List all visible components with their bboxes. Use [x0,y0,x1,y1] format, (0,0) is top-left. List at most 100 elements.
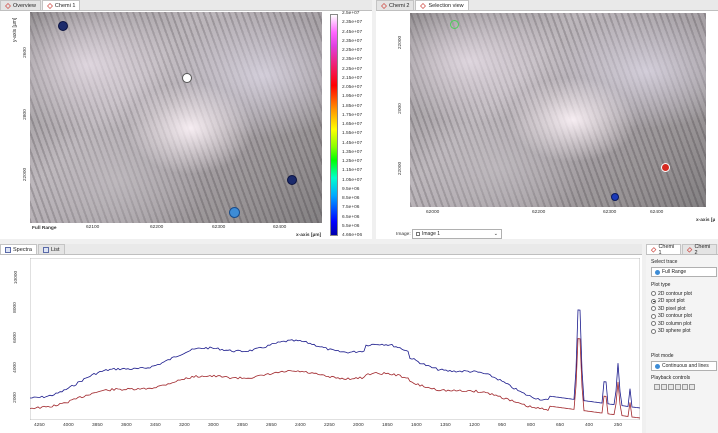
colorbar-tick: 1.15e+07 [342,168,363,174]
x-tick: 62400 [273,225,287,230]
spectra-y-tick: 6000 [12,332,18,343]
spectra-x-tick: 650 [556,423,565,428]
y-tick: 2600 [22,47,28,58]
colorbar [330,14,338,236]
spectra-y-tick: 4000 [12,362,18,373]
tab-list[interactable]: List [37,244,65,254]
first-frame-button[interactable] [654,384,660,390]
diamond-icon [650,246,657,253]
x-tick: 62300 [212,225,226,230]
y-tick: 22000 [23,167,29,182]
colorbar-tick: 9.5e+06 [342,186,360,192]
chevron-down-icon: ⌄ [493,231,498,237]
plot-mode-select[interactable]: Continuous and lines [651,361,717,371]
radio-3d-contour[interactable]: 3D contour plot [651,313,692,321]
colorbar-tick: 2.35e+07 [342,20,363,26]
playback-controls [654,384,696,392]
y-axis-label: y-axis [µm] [12,17,18,42]
radio-3d-sphere[interactable]: 3D sphere plot [651,328,692,336]
tab-overview[interactable]: Overview [0,0,41,10]
colorbar-tick: 1.85e+07 [342,103,363,109]
y-tick: 22000 [398,161,404,176]
trace-icon [655,269,660,275]
spectra-x-tick: 2650 [266,423,277,428]
spectra-x-tick: 2850 [237,423,248,428]
tab-spectra[interactable]: Spectra [0,244,37,254]
spectra-x-tick: 2400 [295,423,306,428]
x-tick: 62300 [603,210,617,215]
spectra-y-tick: 2000 [12,392,18,403]
x-axis-label: x-axis [µm] [296,233,322,238]
spectra-x-tick: 2000 [353,423,364,428]
spectra-plot[interactable] [30,258,640,420]
last-frame-button[interactable] [689,384,695,390]
image-label: Image: [396,232,411,237]
x-axis-label: x-axis [µ [696,218,716,223]
spectra-x-tick: 250 [614,423,623,428]
colorbar-tick: 1.55e+07 [342,131,363,137]
spot-marker[interactable] [58,21,68,31]
spot-marker[interactable] [611,193,619,201]
selection-image[interactable] [410,13,706,207]
spectra-x-tick: 3000 [208,423,219,428]
tab-selection-view[interactable]: Selection view [415,0,469,10]
colorbar-tick: 1.65e+07 [342,122,363,127]
spectra-x-tick: 800 [527,423,536,428]
prev-frame-button[interactable] [661,384,667,390]
spectra-x-tick: 3600 [121,423,132,428]
spot-marker[interactable] [229,207,240,218]
tab-side-chemi-1[interactable]: Chemi 1 [646,244,681,256]
spectra-tabbar: Spectra List [0,244,642,255]
spot-marker[interactable] [287,175,297,185]
spot-marker[interactable] [661,163,670,172]
colorbar-tick: 2.45e+07 [342,29,363,35]
spot-marker[interactable] [182,73,192,83]
plot-type-label: Plot type [651,282,671,288]
list-icon [42,246,49,253]
spectra-x-tick: 1600 [411,423,422,428]
spectra-x-tick: 950 [498,423,507,428]
top-left-tabbar: Overview Chemi 1 [0,0,372,11]
spectrum-line-red [30,338,640,419]
trace-select[interactable]: Full Range [651,267,717,277]
spectra-y-tick: 8000 [12,302,18,313]
colorbar-tick: 2.35e+07 [342,38,363,44]
radio-3d-column[interactable]: 3D column plot [651,320,692,328]
spot-marker[interactable] [450,20,459,29]
colorbar-tick: 1.95e+07 [342,94,363,100]
side-tabbar: Chemi 1 Chemi 2 [646,244,718,256]
spectra-x-tick: 1350 [440,423,451,428]
x-tick: 62200 [532,210,546,215]
colorbar-tick: 1.05e+07 [342,177,363,183]
diamond-icon [686,246,693,253]
radio-2d-contour[interactable]: 2D contour plot [651,290,692,298]
colorbar-tick: 5.5e+06 [342,223,360,229]
colorbar-tick: 1.45e+07 [342,140,363,146]
radio-3d-pixel[interactable]: 3D pixel plot [651,305,692,313]
next-frame-button[interactable] [682,384,688,390]
spectra-y-tick: 10000 [14,270,20,285]
x-tick: 62000 [426,210,440,215]
diamond-icon [5,2,11,9]
image-select[interactable]: Image 1 ⌄ [412,229,502,239]
x-tick: 62200 [150,225,164,230]
full-range-label: Full Range [32,226,57,231]
colorbar-tick: 2.05e+07 [342,85,363,90]
spectra-x-tick: 400 [585,423,594,428]
spectra-icon [5,246,11,253]
colorbar-tick: 2.15e+07 [342,75,363,81]
stop-button[interactable] [675,384,681,390]
select-trace-label: Select trace [651,259,678,265]
tab-side-chemi-2[interactable]: Chemi 2 [682,244,717,256]
image-icon [416,232,420,236]
tab-chemi-2[interactable]: Chemi 2 [376,0,415,10]
colorbar-tick: 2.25e+07 [342,66,363,72]
radio-2d-spot[interactable]: 2D spot plot [651,298,692,306]
tab-chemi-1[interactable]: Chemi 1 [41,0,81,10]
play-button[interactable] [668,384,674,390]
microscope-image[interactable] [30,12,322,223]
colorbar-tick: 7.5e+06 [342,205,360,211]
colorbar-tick: 2.35e+07 [342,57,363,63]
colorbar-tick: 2.5e+07 [342,11,360,16]
plot-frame [30,258,640,420]
